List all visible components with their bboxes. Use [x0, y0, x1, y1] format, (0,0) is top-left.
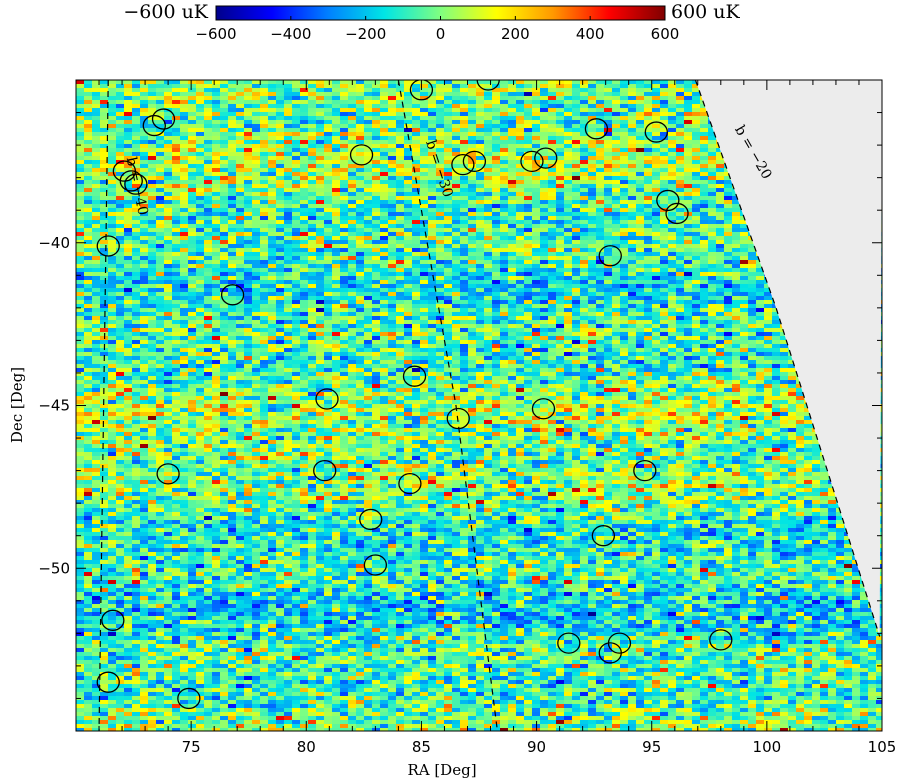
- source-circle: [709, 629, 733, 651]
- x-tick-label: 80: [297, 738, 316, 756]
- galactic-latitude-lines: [98, 80, 881, 731]
- source-circle: [476, 80, 500, 91]
- colorbar-ticks: −600 −400 −200 0 200 400 600: [195, 16, 679, 43]
- source-circle: [96, 235, 120, 257]
- source-circle: [598, 245, 622, 267]
- plot-area: b = −40 b = −30 b = −20 75 80 85 90 95 100 105−4…: [8, 79, 896, 779]
- source-circle: [462, 150, 487, 173]
- source-circle: [124, 173, 148, 195]
- source-circle: [665, 202, 689, 225]
- source-circle: [520, 150, 544, 173]
- source-circle: [313, 459, 337, 482]
- source-circle: [534, 147, 558, 169]
- y-tick-label: −45: [38, 397, 70, 415]
- colorbar-tick-label: −200: [345, 25, 386, 43]
- source-circle: [398, 472, 422, 495]
- galactic-latitude-line: [694, 80, 881, 637]
- source-circle: [584, 118, 609, 140]
- x-tick-label: 105: [868, 738, 897, 756]
- y-tick-label: −40: [38, 234, 70, 252]
- masked-region: [695, 80, 882, 637]
- source-circle: [220, 284, 245, 306]
- galactic-latitude-line: [98, 80, 109, 731]
- y-tick-label: −50: [38, 559, 70, 577]
- x-tick-label: 90: [527, 738, 546, 756]
- x-tick-label: 85: [412, 738, 431, 756]
- source-circle: [142, 114, 166, 137]
- colorbar: −600 uK 600 uK −600 −400 −200 0 200 400 600: [123, 1, 740, 43]
- source-circle: [119, 170, 143, 192]
- colorbar-tick-label: −400: [270, 25, 311, 43]
- colorbar-tick-label: 400: [576, 25, 605, 43]
- source-circle: [177, 687, 201, 710]
- source-circle: [591, 525, 616, 547]
- x-axis-title: RA [Deg]: [407, 761, 476, 779]
- source-circle: [349, 144, 374, 166]
- source-circle: [451, 153, 475, 176]
- source-circle: [656, 189, 680, 212]
- source-circle: [156, 463, 180, 485]
- colorbar-tick-label: −600: [195, 25, 236, 43]
- galactic-latitude-line: [397, 80, 499, 731]
- source-circle: [363, 554, 388, 576]
- x-tick-label: 95: [642, 738, 661, 756]
- x-tick-label: 100: [753, 738, 782, 756]
- colorbar-tick-label: 200: [501, 25, 530, 43]
- source-circle: [598, 642, 622, 664]
- y-axis-title: Dec [Deg]: [8, 367, 26, 443]
- axis-ticks: 75 80 85 90 95 100 105 −40 −45 −50: [38, 80, 896, 756]
- source-circle: [633, 459, 657, 482]
- source-circle: [446, 407, 470, 430]
- colorbar-min-label: −600 uK: [123, 1, 208, 23]
- source-circle: [151, 108, 176, 130]
- source-circle: [409, 80, 434, 101]
- source-circle: [531, 398, 556, 420]
- source-circle: [359, 508, 383, 531]
- source-circle: [101, 609, 125, 631]
- source-circles: [96, 80, 733, 710]
- x-tick-label: 75: [182, 738, 201, 756]
- colorbar-max-label: 600 uK: [671, 1, 741, 23]
- source-circle: [96, 671, 120, 693]
- source-circle: [557, 632, 581, 654]
- colorbar-tick-label: 600: [651, 25, 680, 43]
- colorbar-tick-label: 0: [436, 25, 446, 43]
- source-circle: [644, 121, 668, 143]
- source-circle: [402, 365, 427, 387]
- source-circle: [315, 388, 339, 410]
